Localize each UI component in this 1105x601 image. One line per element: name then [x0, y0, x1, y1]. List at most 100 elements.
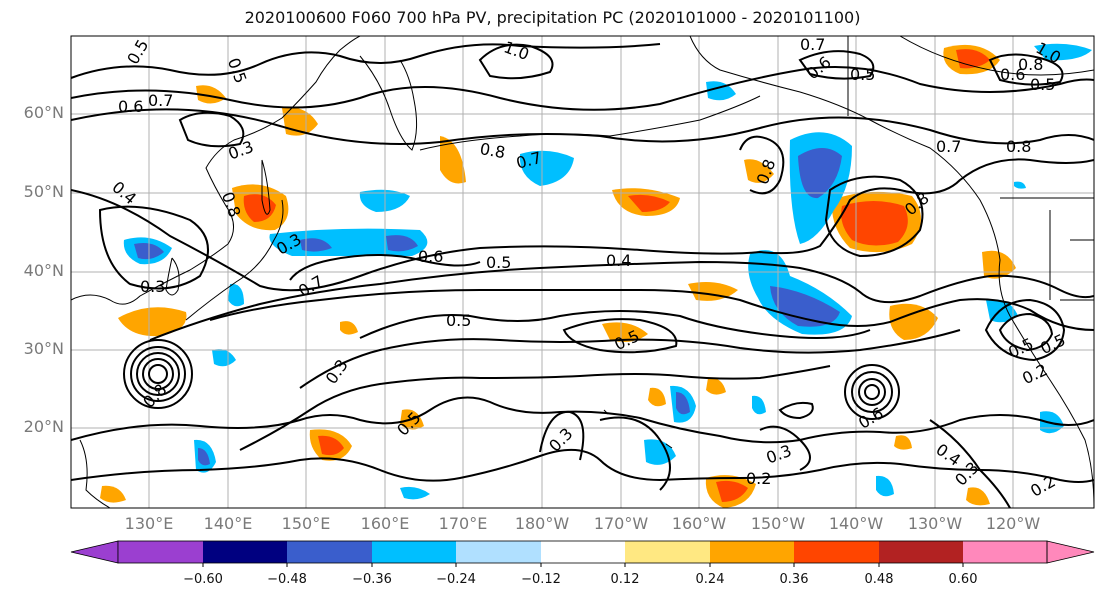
precip-negative-core — [198, 448, 210, 466]
pv-contour — [71, 66, 1094, 111]
pv-contour — [858, 378, 886, 406]
pv-contour — [539, 410, 585, 461]
lon-label: 140°E — [203, 514, 253, 533]
pv-contour — [130, 346, 186, 402]
precip-negative-area — [752, 395, 766, 415]
lon-label: 140°W — [828, 514, 884, 533]
colorbar-tick-label: 0.48 — [864, 572, 894, 587]
colorbar-outline — [117, 540, 1048, 564]
lon-label: 180°W — [514, 514, 570, 533]
lon-label: 170°W — [593, 514, 649, 533]
lat-label-30n: 30°N — [23, 339, 64, 358]
pv-contour — [988, 53, 1064, 86]
colorbar-swatch — [710, 541, 794, 563]
contour-label: 0.5 — [446, 311, 471, 330]
contour-label: 0.5 — [850, 65, 875, 84]
precip-positive-core — [716, 480, 748, 502]
lon-label: 130°E — [124, 514, 174, 533]
colorbar-swatch — [118, 541, 203, 563]
precip-positive-area — [706, 377, 726, 395]
colorbar-swatch — [963, 541, 1047, 563]
contour-label: 0.8 — [1018, 55, 1043, 74]
pv-contour — [929, 419, 1011, 508]
figure-title: 2020100600 F060 700 hPa PV, precipitatio… — [244, 8, 861, 27]
colorbar-swatch — [203, 541, 287, 563]
precip-positive-area — [340, 321, 358, 335]
precip-negative-area — [1034, 43, 1092, 61]
coast-aleutians — [419, 95, 761, 151]
precip-positive-area — [894, 435, 912, 450]
pv-contour — [149, 260, 1094, 341]
precip-negative-core — [386, 235, 418, 252]
contour-label: 0.8 — [1006, 137, 1031, 156]
colorbar-swatch — [456, 541, 541, 563]
pv-contours — [71, 43, 1094, 508]
pv-contour — [123, 339, 193, 409]
precip-positive-area — [100, 485, 126, 503]
colorbar-swatch — [879, 541, 963, 563]
precip-negative-area — [228, 283, 244, 307]
pv-contour — [798, 50, 875, 80]
contour-label: 0.3 — [140, 277, 165, 296]
coast-sakhalin — [261, 159, 271, 215]
pv-contour — [299, 329, 961, 389]
colorbar-swatch — [372, 541, 456, 563]
colorbar — [70, 540, 1095, 567]
precip-positive-area — [440, 136, 466, 184]
colorbar-tick-label: −0.12 — [521, 572, 561, 587]
contour-label: 0.6 — [418, 247, 443, 266]
colorbar-tick-label: −0.24 — [436, 572, 476, 587]
pv-contour — [824, 175, 924, 258]
pv-contour — [984, 298, 1066, 362]
lat-label-40n: 40°N — [23, 261, 64, 280]
precip-positive-core — [243, 194, 276, 222]
lon-label: 160°W — [671, 514, 727, 533]
contour-label: 0.8 — [478, 139, 506, 162]
pv-contour — [359, 310, 871, 339]
pv-contour — [148, 364, 168, 384]
contour-label: 0.7 — [148, 91, 173, 110]
lon-label: 150°E — [281, 514, 331, 533]
colorbar-tick-label: 0.60 — [948, 572, 978, 587]
coast-korea — [165, 257, 180, 296]
colorbar-swatch — [541, 541, 625, 563]
pv-contour — [864, 384, 880, 400]
precip-positive-area — [744, 159, 774, 183]
lon-label: 160°E — [360, 514, 410, 533]
precip-negative-area — [519, 150, 574, 186]
contour-label: 0.7 — [936, 137, 961, 156]
contour-label: 0.6 — [118, 97, 143, 116]
colorbar-swatch — [625, 541, 710, 563]
lat-label-50n: 50°N — [23, 182, 64, 201]
contour-label: 0.4 — [606, 251, 631, 270]
pv-contour — [142, 358, 174, 390]
contour-label: 0.7 — [800, 35, 825, 54]
pv-contour — [599, 416, 671, 491]
precip-negative-core — [676, 392, 690, 415]
precip-negative-area — [876, 475, 894, 497]
pv-contour — [71, 158, 1094, 292]
pv-contour — [998, 312, 1054, 352]
precip-positive-area — [648, 387, 666, 407]
pv-contour — [71, 108, 1094, 145]
colorbar-tick-label: 0.12 — [610, 572, 640, 587]
precip-positive-area — [889, 303, 938, 340]
pv-contour — [739, 135, 785, 195]
precip-positive-area — [966, 487, 990, 506]
pv-contour — [136, 352, 180, 396]
precip-negative-area — [1014, 181, 1026, 189]
colorbar-tick-label: −0.48 — [267, 572, 307, 587]
colorbar-swatch — [287, 541, 372, 563]
coast-alaska — [689, 36, 1094, 508]
colorbar-extend-low — [70, 540, 119, 564]
colorbar-tick-label: 0.24 — [695, 572, 725, 587]
colorbar-tick-label: −0.36 — [352, 572, 392, 587]
contour-label: 0.5 — [486, 253, 511, 272]
precip-positive-area — [602, 322, 648, 342]
pv-contour — [239, 365, 831, 451]
pv-contour — [844, 364, 900, 420]
precip-negative-area — [400, 486, 430, 500]
colorbar-swatch — [794, 541, 879, 563]
pv-contour — [178, 111, 245, 148]
pv-contour — [71, 43, 661, 79]
